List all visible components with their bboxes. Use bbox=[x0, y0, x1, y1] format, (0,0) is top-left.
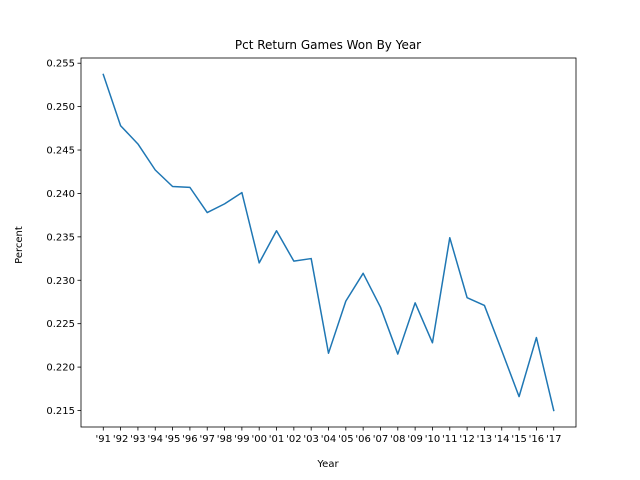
x-tick-label: '12 bbox=[459, 434, 474, 445]
data-point-1 bbox=[119, 124, 122, 127]
x-tick-label: '02 bbox=[286, 434, 301, 445]
x-tick-label: '11 bbox=[442, 434, 457, 445]
x-tick-label: '10 bbox=[425, 434, 440, 445]
y-tick-label: 0.220 bbox=[46, 363, 75, 374]
y-tick-label: 0.215 bbox=[46, 406, 75, 417]
data-point-10 bbox=[275, 229, 278, 232]
x-axis-label: Year bbox=[316, 459, 339, 470]
data-point-4 bbox=[171, 185, 174, 188]
data-point-14 bbox=[344, 300, 347, 303]
data-point-8 bbox=[240, 191, 243, 194]
data-point-13 bbox=[327, 352, 330, 355]
x-tick-label: '15 bbox=[511, 434, 526, 445]
x-tick-label: '92 bbox=[113, 434, 128, 445]
x-tick-label: '91 bbox=[96, 434, 111, 445]
y-tick-label: 0.245 bbox=[46, 146, 75, 157]
data-point-6 bbox=[206, 211, 209, 214]
data-point-24 bbox=[518, 395, 521, 398]
data-point-9 bbox=[258, 261, 261, 264]
data-point-17 bbox=[396, 353, 399, 356]
x-tick-label: '05 bbox=[338, 434, 353, 445]
data-point-19 bbox=[431, 341, 434, 344]
data-point-2 bbox=[136, 142, 139, 145]
y-tick-label: 0.230 bbox=[46, 276, 75, 287]
x-tick-label: '09 bbox=[407, 434, 422, 445]
data-point-0 bbox=[102, 73, 105, 76]
x-tick-label: '94 bbox=[148, 434, 163, 445]
data-point-5 bbox=[188, 186, 191, 189]
y-tick-label: 0.225 bbox=[46, 319, 75, 330]
x-tick-label: '98 bbox=[217, 434, 232, 445]
x-tick-label: '07 bbox=[373, 434, 388, 445]
data-point-15 bbox=[362, 272, 365, 275]
y-tick-label: 0.235 bbox=[46, 232, 75, 243]
x-tick-label: '93 bbox=[130, 434, 145, 445]
data-point-16 bbox=[379, 306, 382, 309]
y-tick-label: 0.240 bbox=[46, 189, 75, 200]
x-tick-label: '14 bbox=[494, 434, 509, 445]
x-tick-label: '16 bbox=[529, 434, 544, 445]
data-point-26 bbox=[552, 409, 555, 412]
y-axis-label: Percent bbox=[14, 226, 25, 264]
y-axis: 0.215 0.220 0.225 0.230 0.235 0.240 0.245 0.250… bbox=[46, 59, 81, 417]
x-tick-label: '04 bbox=[321, 434, 336, 445]
data-point-7 bbox=[223, 202, 226, 205]
x-tick-label: '08 bbox=[390, 434, 405, 445]
x-tick-label: '00 bbox=[251, 434, 266, 445]
y-tick-label: 0.255 bbox=[46, 59, 75, 70]
x-tick-label: '01 bbox=[269, 434, 284, 445]
x-tick-label: '03 bbox=[303, 434, 318, 445]
x-tick-label: '97 bbox=[199, 434, 214, 445]
x-tick-label: '95 bbox=[165, 434, 180, 445]
y-tick-label: 0.250 bbox=[46, 102, 75, 113]
chart-title: Pct Return Games Won By Year bbox=[235, 38, 421, 52]
x-tick-label: '06 bbox=[355, 434, 370, 445]
x-tick-label: '13 bbox=[477, 434, 492, 445]
data-point-11 bbox=[292, 260, 295, 263]
x-tick-label: '96 bbox=[182, 434, 197, 445]
data-point-3 bbox=[154, 169, 157, 172]
x-axis: '91'92'93'94'95'96'97'98'99'00'01'02'03 '… bbox=[96, 427, 561, 445]
data-point-18 bbox=[414, 301, 417, 304]
x-tick-label: '99 bbox=[234, 434, 249, 445]
data-point-12 bbox=[310, 257, 313, 260]
data-point-21 bbox=[466, 296, 469, 299]
data-point-23 bbox=[500, 349, 503, 352]
series-line-0 bbox=[102, 73, 555, 412]
data-point-22 bbox=[483, 304, 486, 307]
x-tick-label: '17 bbox=[546, 434, 561, 445]
data-point-20 bbox=[448, 236, 451, 239]
data-point-25 bbox=[535, 336, 538, 339]
